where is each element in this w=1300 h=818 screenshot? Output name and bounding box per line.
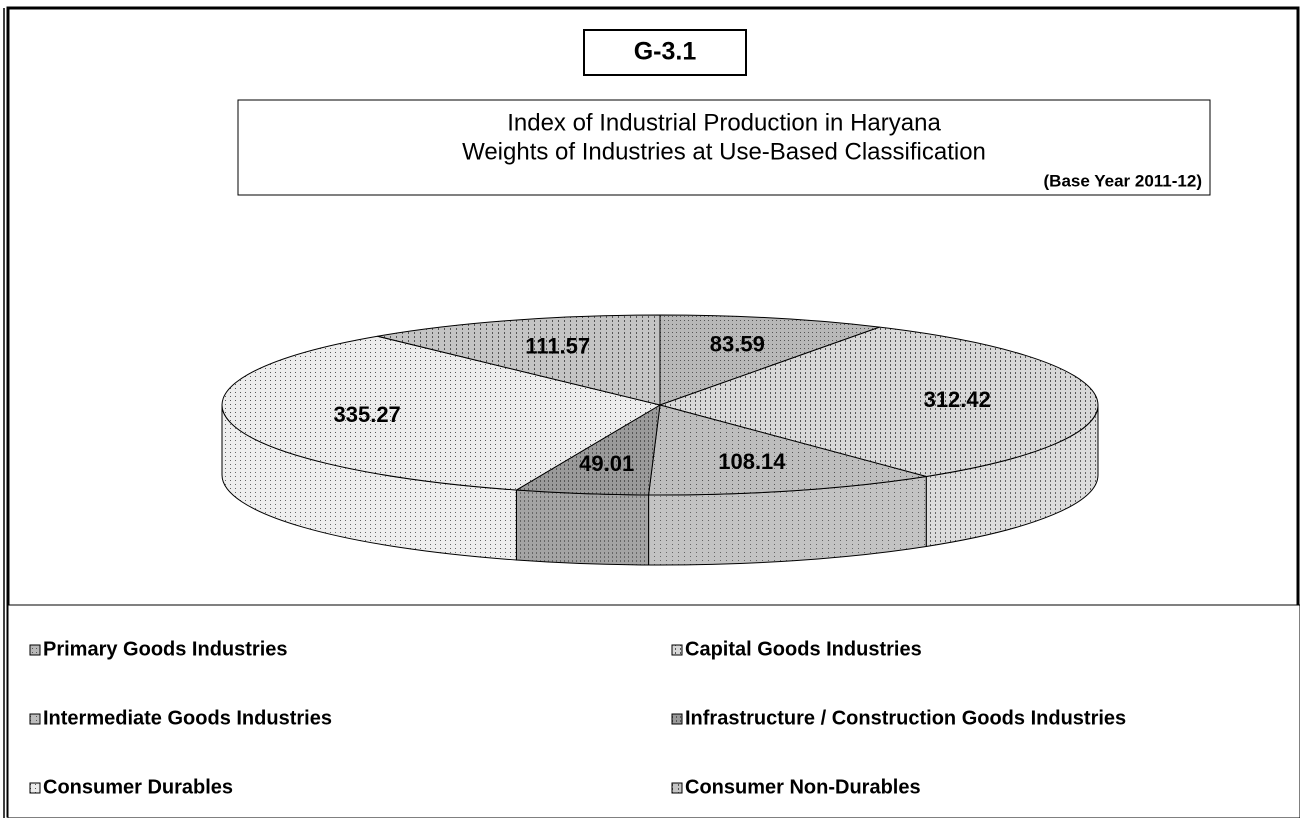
- badge-box: [583, 29, 747, 76]
- chart-title: Index of Industrial Production in Haryan…: [507, 109, 941, 136]
- data-label: 49.01: [579, 451, 634, 476]
- data-label: 83.59: [710, 332, 765, 357]
- slice: [377, 314, 661, 406]
- slice: [221, 335, 662, 491]
- legend-label: Capital Goods Industries: [685, 638, 922, 660]
- legend-label: Intermediate Goods Industries: [43, 707, 332, 729]
- slice: [648, 404, 927, 496]
- legend-label: Consumer Durables: [43, 776, 233, 798]
- legend-swatch: [29, 644, 41, 656]
- slice-side: [515, 489, 650, 566]
- legend: Primary Goods Industries Capital Goods In…: [29, 638, 1126, 798]
- legend-swatch: [29, 782, 41, 794]
- chart-note: (Base Year 2011-12): [1044, 171, 1202, 190]
- data-label: 335.27: [334, 402, 401, 427]
- legend-label: Primary Goods Industries: [43, 638, 288, 660]
- legend-swatch: [671, 713, 683, 725]
- slice: [659, 314, 880, 406]
- legend-box: [7, 604, 1300, 818]
- legend-swatch: [671, 644, 683, 656]
- data-label: 111.57: [525, 333, 590, 358]
- legend-label: Infrastructure / Construction Goods Indu…: [685, 707, 1126, 729]
- legend-label: Consumer Non-Durables: [685, 776, 921, 798]
- chart-subtitle: Weights of Industries at Use-Based Class…: [462, 138, 986, 165]
- legend-swatch: [671, 782, 683, 794]
- title-box: [237, 99, 1211, 196]
- slice: [658, 326, 1099, 477]
- data-label: 312.42: [924, 387, 991, 412]
- data-label: 108.14: [718, 449, 786, 474]
- pie: 83.59 312.42 108.14 49.01 335.27 111.57: [221, 314, 1099, 566]
- badge: G-3.1: [634, 38, 697, 66]
- legend-swatch: [29, 713, 41, 725]
